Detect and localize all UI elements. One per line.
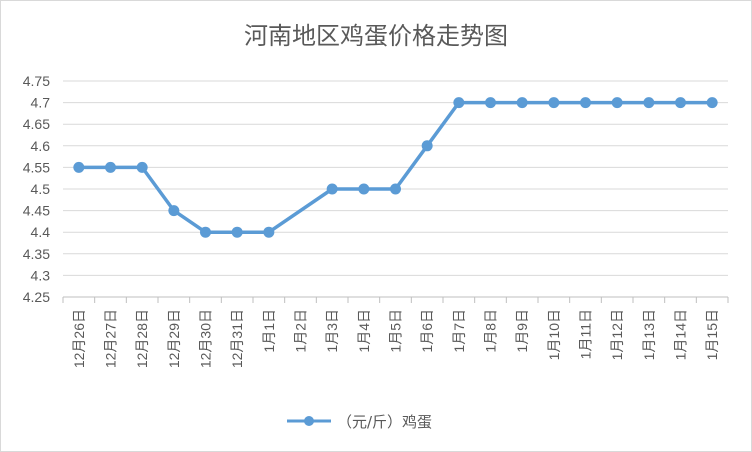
data-point	[263, 226, 275, 238]
y-tick-label: 4.65	[23, 116, 50, 132]
data-point	[390, 183, 401, 195]
x-tick-label: 1月14日	[673, 309, 689, 360]
x-tick-label: 1月12日	[609, 309, 625, 360]
data-point	[421, 140, 433, 152]
x-tick-label: 1月5日	[388, 309, 404, 353]
data-point	[548, 97, 560, 109]
x-tick-label: 12月29日	[166, 309, 182, 368]
x-tick-label: 12月28日	[134, 309, 150, 368]
x-tick-label: 1月11日	[578, 309, 594, 359]
data-point	[326, 183, 338, 195]
y-tick-label: 4.75	[23, 73, 50, 89]
y-tick-label: 4.35	[23, 246, 50, 262]
x-tick-label: 1月9日	[514, 309, 530, 353]
chart-title: 河南地区鸡蛋价格走势图	[244, 22, 508, 50]
data-point	[611, 97, 623, 109]
data-point	[580, 97, 591, 109]
data-point	[200, 226, 211, 238]
x-tick-label: 1月8日	[483, 309, 499, 353]
y-tick-label: 4.3	[31, 267, 51, 283]
data-point	[516, 97, 528, 109]
y-tick-label: 4.7	[31, 95, 51, 111]
x-tick-label: 1月7日	[451, 309, 467, 353]
x-tick-label: 1月2日	[293, 309, 309, 353]
x-tick-label: 1月15日	[704, 309, 720, 360]
legend-marker	[304, 416, 314, 426]
y-tick-label: 4.4	[31, 224, 51, 240]
series-group	[73, 97, 718, 238]
data-point	[105, 161, 116, 173]
x-tick-label: 1月10日	[546, 309, 562, 360]
x-axis: 12月26日 12月27日 12月28日 12月29日 12月30日 12月31日 1月1日…	[62, 296, 729, 368]
data-point	[706, 97, 718, 109]
x-tick-label: 12月31日	[229, 309, 245, 368]
legend: （元/斤）鸡蛋	[287, 413, 432, 431]
data-point	[453, 97, 465, 109]
x-tick-label: 12月30日	[198, 309, 214, 368]
data-point	[231, 226, 243, 238]
legend-label: （元/斤）鸡蛋	[337, 413, 432, 431]
data-point	[358, 183, 370, 195]
data-point	[643, 97, 655, 109]
x-tick-label: 1月13日	[641, 309, 657, 360]
y-axis: 4.25 4.3 4.35 4.4 4.45 4.5 4.55 4.6 4.65 4.7 4.75	[23, 73, 50, 305]
data-point	[168, 205, 180, 217]
data-point	[675, 97, 686, 109]
x-tick-label: 12月27日	[103, 309, 119, 368]
data-point	[485, 97, 496, 109]
x-tick-label: 1月3日	[324, 309, 340, 353]
x-tick-label: 1月6日	[419, 309, 435, 353]
y-tick-label: 4.45	[23, 203, 50, 219]
x-tick-label: 12月26日	[71, 309, 87, 368]
y-tick-label: 4.25	[23, 289, 50, 305]
y-tick-label: 4.55	[23, 159, 50, 175]
y-tick-label: 4.5	[31, 181, 51, 197]
y-tick-label: 4.6	[31, 138, 51, 154]
data-point	[73, 161, 85, 173]
x-tick-label: 1月1日	[261, 309, 277, 353]
x-tick-label: 1月4日	[356, 309, 372, 353]
data-point	[136, 161, 148, 173]
